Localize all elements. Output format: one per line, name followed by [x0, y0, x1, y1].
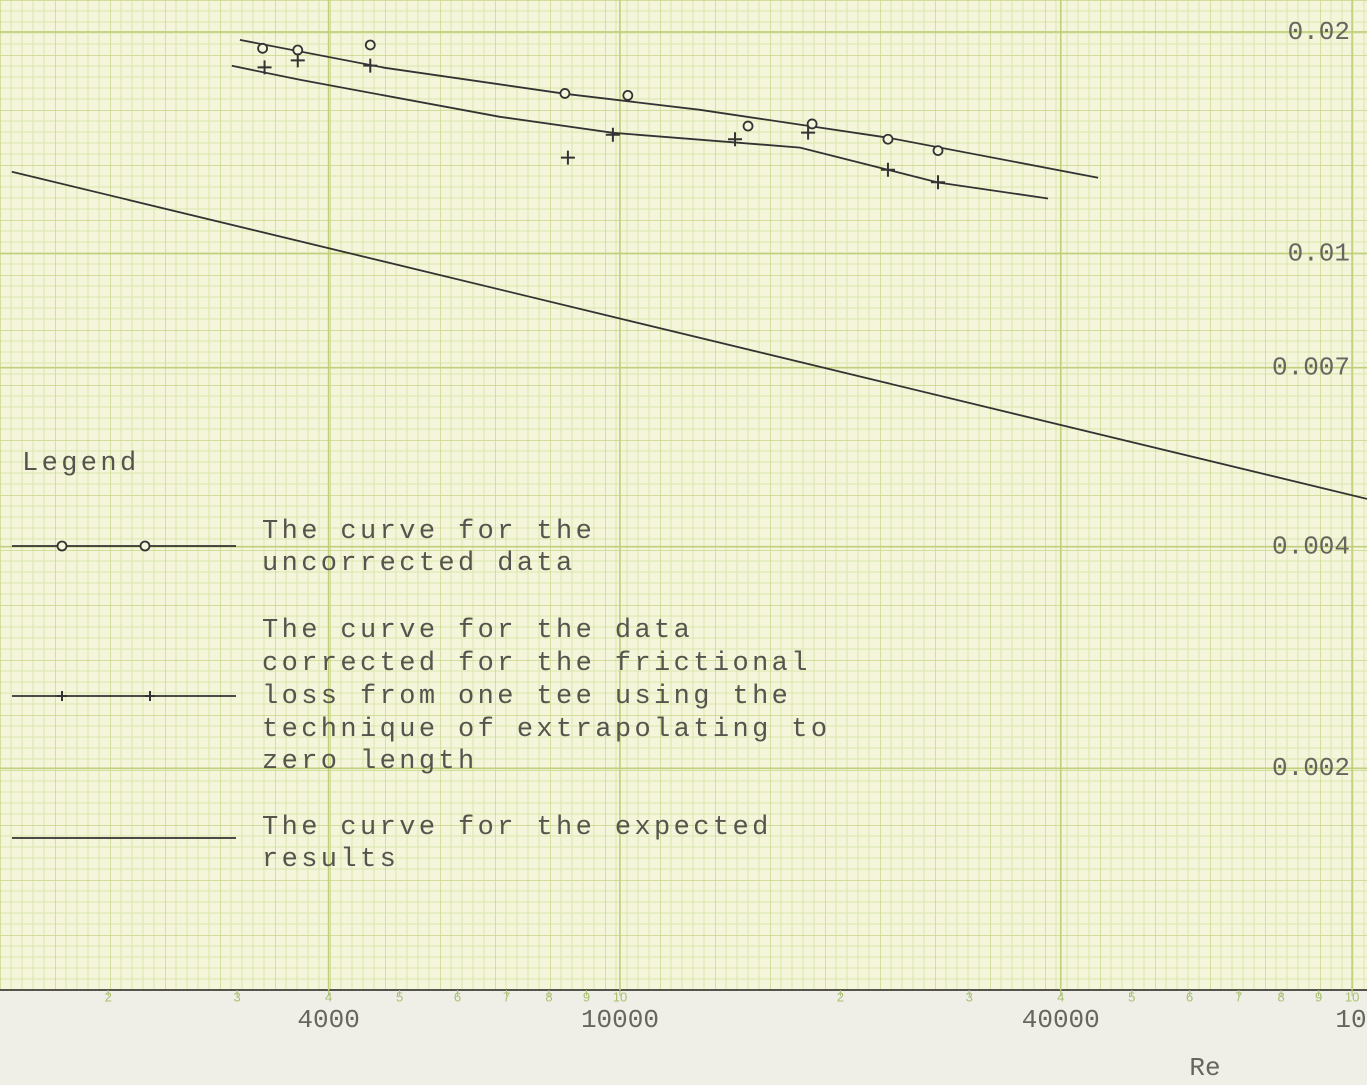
- circle-marker: [364, 39, 376, 51]
- x-minor-tick-label: 4: [325, 989, 332, 1004]
- plus-marker: [728, 132, 743, 147]
- y-tick-label: 0.002: [1272, 753, 1350, 783]
- circle-marker: [806, 118, 818, 130]
- y-tick-label: 0.01: [1288, 238, 1350, 268]
- x-minor-tick-label: 8: [545, 989, 552, 1004]
- fitted-curve: [11, 170, 1367, 500]
- x-axis-label: Re: [1189, 1053, 1220, 1083]
- legend-label: loss from one tee using the: [262, 682, 791, 712]
- plus-marker: [257, 60, 272, 75]
- legend-label: The curve for the expected: [262, 813, 772, 843]
- x-minor-tick-label: 6: [1186, 989, 1193, 1004]
- plus-marker: [290, 53, 305, 68]
- circle-marker: [139, 540, 151, 552]
- legend-label: technique of extrapolating to: [262, 715, 830, 745]
- plus-marker: [931, 175, 946, 190]
- circle-marker: [257, 42, 268, 54]
- x-minor-tick-label: 7: [503, 989, 510, 1004]
- y-tick-label: 0.004: [1272, 532, 1350, 562]
- circle-marker: [932, 145, 944, 157]
- legend-label: corrected for the frictional: [262, 649, 811, 679]
- x-minor-tick-label: 4: [1057, 989, 1064, 1004]
- x-minor-tick-label: 10: [613, 989, 627, 1004]
- x-minor-tick-label: 7: [1235, 989, 1242, 1004]
- x-minor-tick-label: 3: [966, 989, 973, 1004]
- x-minor-tick-label: 8: [1278, 989, 1285, 1004]
- legend-label: The curve for the data: [262, 616, 693, 646]
- legend-label: The curve for the: [262, 517, 595, 547]
- plus-marker: [560, 150, 575, 165]
- circle-marker: [56, 540, 68, 552]
- x-minor-tick-label: 6: [454, 989, 461, 1004]
- legend-title: Legend: [22, 449, 140, 479]
- legend-label: zero length: [262, 747, 478, 777]
- circle-marker: [742, 120, 754, 132]
- x-tick-label: 40000: [1022, 1005, 1100, 1035]
- circle-marker: [622, 89, 634, 101]
- x-minor-tick-label: 10: [1345, 989, 1359, 1004]
- plus-marker: [363, 58, 378, 73]
- plus-marker: [145, 691, 155, 701]
- graph-paper: [0, 0, 1367, 990]
- x-minor-tick-label: 2: [105, 989, 112, 1004]
- fitted-curve: [239, 39, 1099, 179]
- x-minor-tick-label: 5: [1128, 989, 1135, 1004]
- x-tick-label: 4000: [297, 1005, 359, 1035]
- plus-marker: [801, 125, 816, 140]
- x-minor-tick-label: 2: [837, 989, 844, 1004]
- x-tick-label: 10: [1335, 1005, 1366, 1035]
- circle-marker: [292, 44, 304, 56]
- circle-marker: [882, 133, 894, 145]
- y-tick-label: 0.007: [1272, 353, 1350, 383]
- x-minor-tick-label: 3: [234, 989, 241, 1004]
- plus-marker: [605, 127, 620, 142]
- x-minor-tick-label: 5: [396, 989, 403, 1004]
- legend-label: uncorrected data: [262, 549, 576, 579]
- circle-marker: [559, 88, 571, 99]
- plus-marker: [57, 691, 67, 701]
- legend-label: results: [262, 845, 399, 875]
- x-minor-tick-label: 9: [583, 989, 590, 1004]
- x-minor-tick-label: 9: [1315, 989, 1322, 1004]
- x-tick-label: 10000: [581, 1005, 659, 1035]
- y-tick-label: 0.02: [1288, 17, 1350, 47]
- plus-marker: [880, 162, 895, 177]
